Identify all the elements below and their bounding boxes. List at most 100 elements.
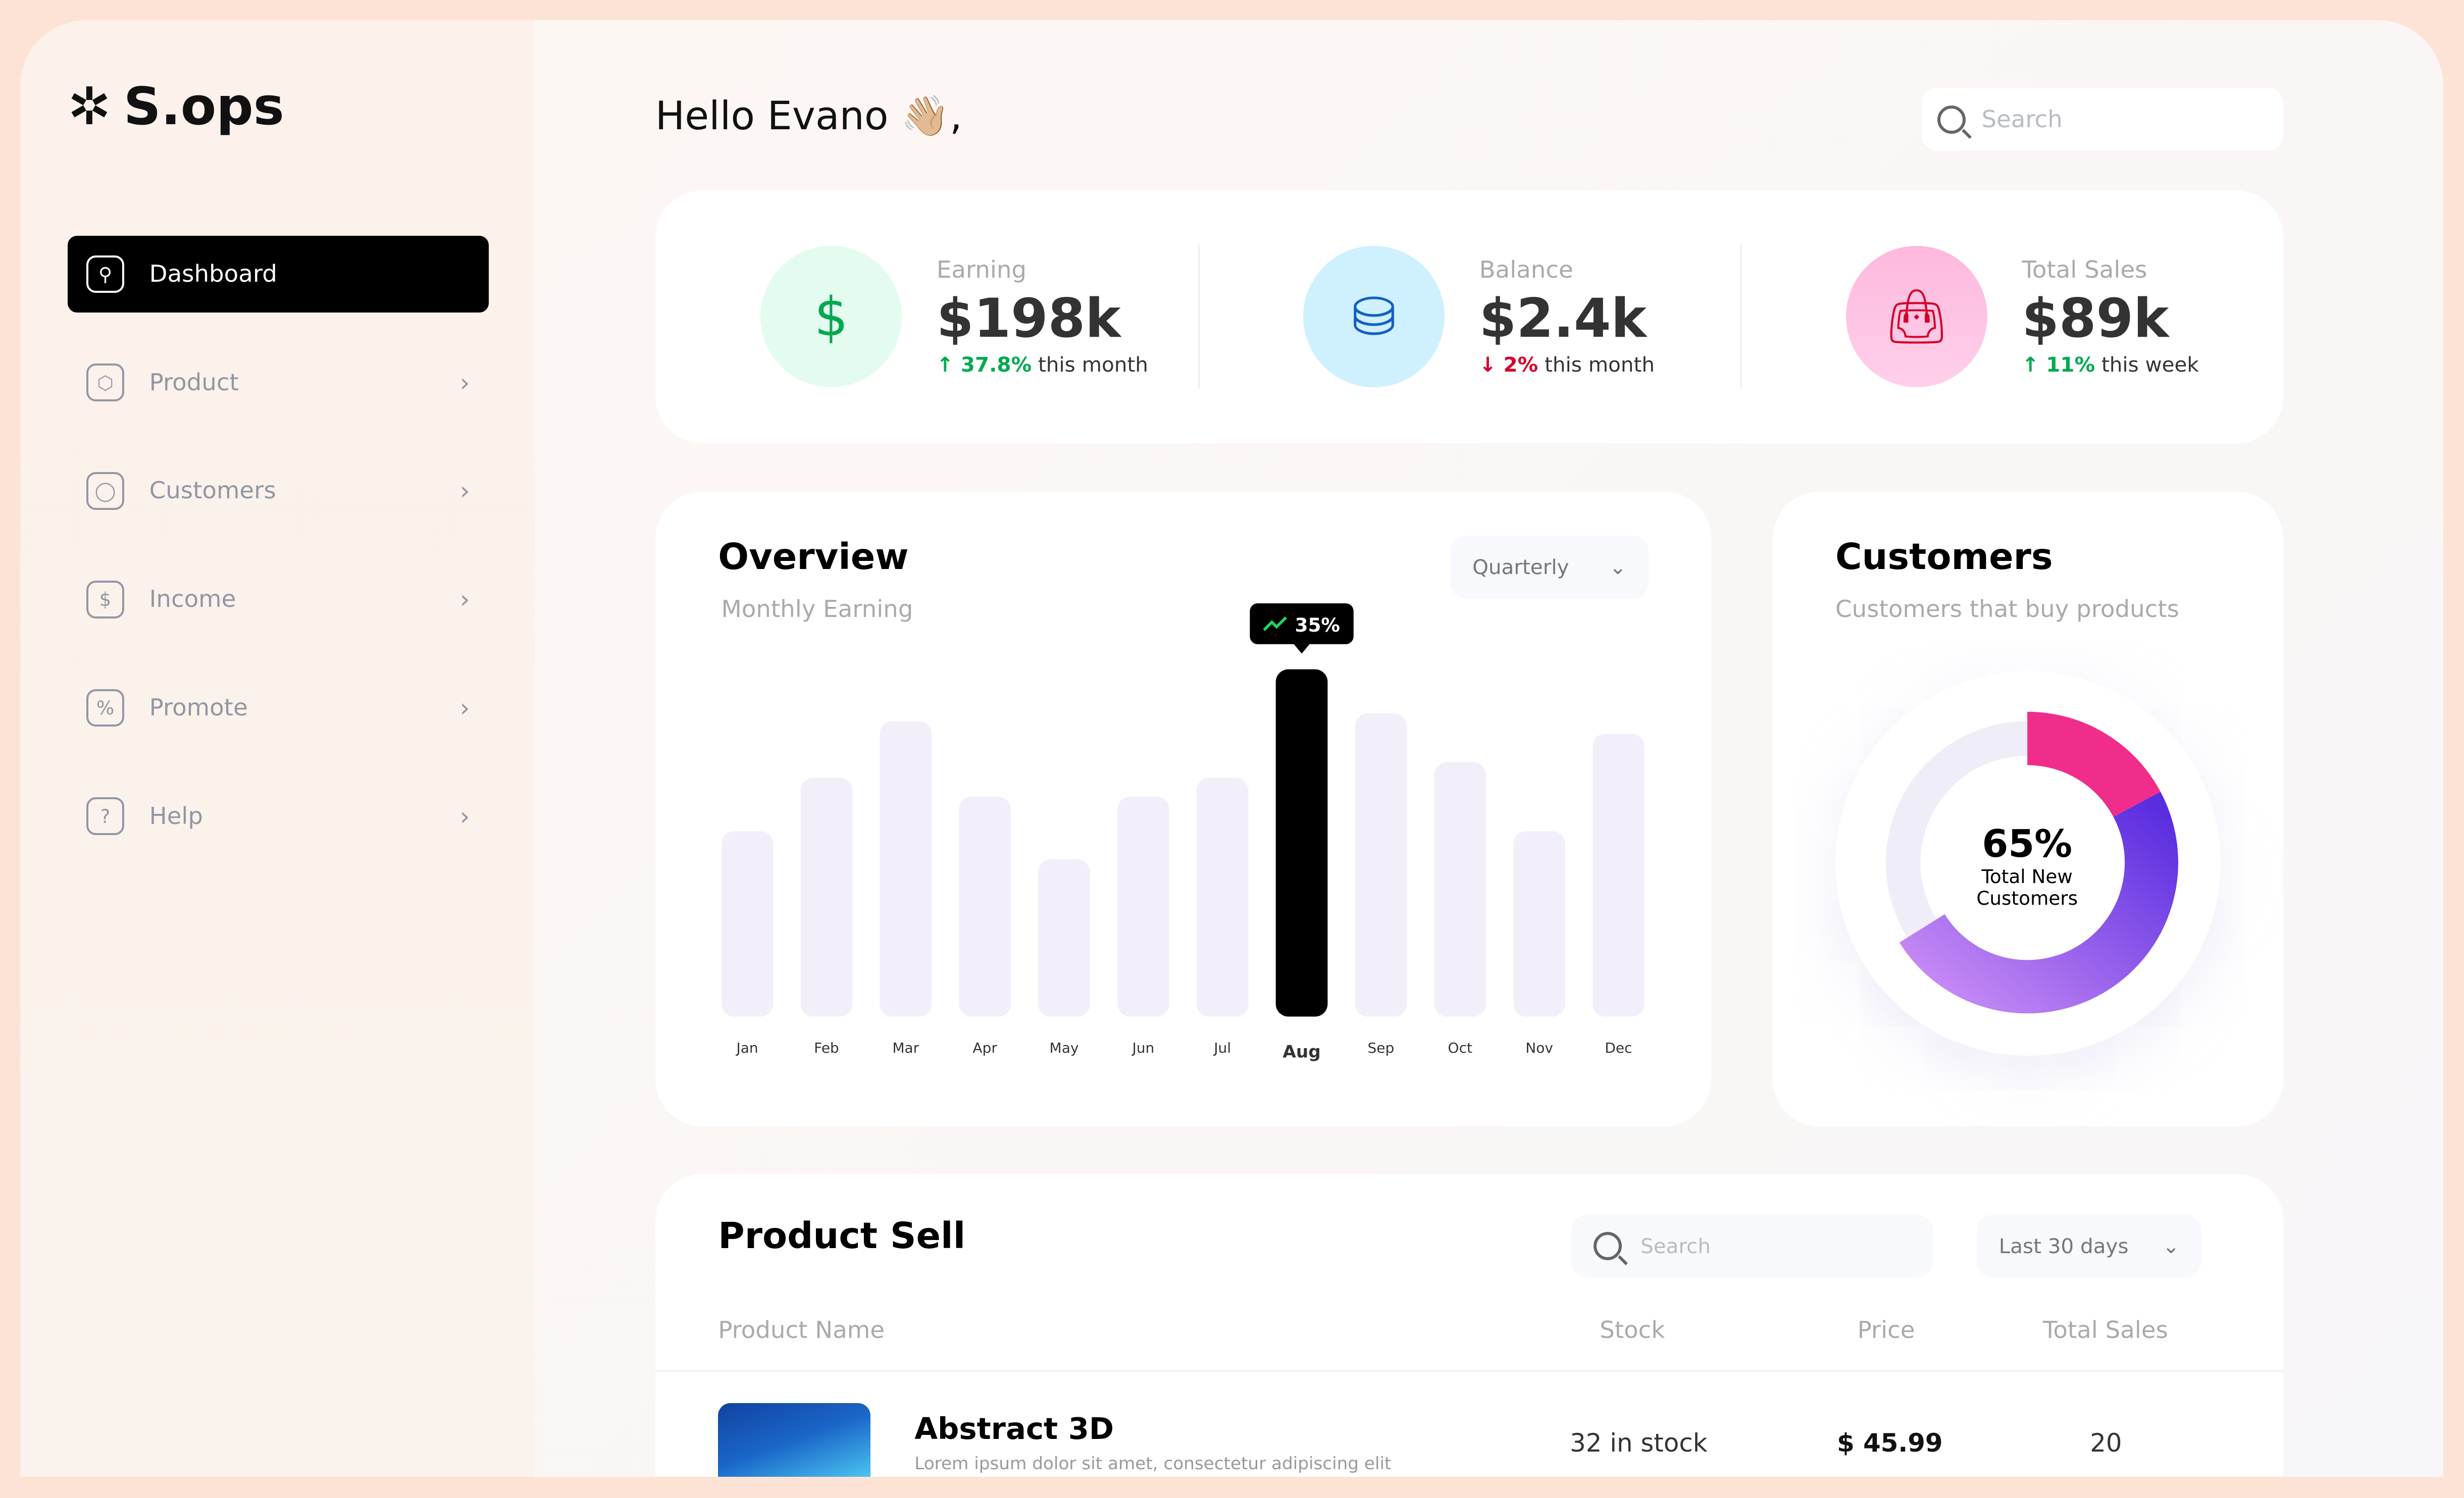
sidebar-item-dashboard[interactable]: ⚲ Dashboard <box>67 235 489 313</box>
sidebar-item-customers[interactable]: ◯ Customers › <box>68 452 489 529</box>
greeting: Hello Evano 👋🏼, <box>655 93 962 139</box>
range-dropdown[interactable]: Last 30 days ⌄ <box>1977 1214 2202 1278</box>
stat-balance: ⛁ Balance $2.4k ↓ 2% this month <box>1198 244 1741 389</box>
column-header-sales[interactable]: Total Sales <box>2042 1317 2168 1344</box>
bar-aug[interactable] <box>1275 669 1328 1017</box>
chevron-right-icon: › <box>459 801 470 831</box>
customers-title: Customers <box>1835 536 2053 578</box>
stat-value: $89k <box>2022 287 2169 349</box>
product-price: $ 45.99 <box>1837 1428 1943 1458</box>
product-stock: 32 in stock <box>1570 1428 1708 1458</box>
x-tick-label: Mar <box>892 1040 919 1056</box>
bar-oct[interactable] <box>1434 762 1486 1017</box>
sidebar-item-product[interactable]: ⬡ Product › <box>68 344 489 421</box>
stats-card: $ Earning $198k ↑ 37.8% this month ⛁ Balan… <box>655 190 2283 443</box>
stat-value: $198k <box>936 287 1121 349</box>
sidebar-item-label: Dashboard <box>149 261 277 288</box>
product-sales: 20 <box>2090 1428 2122 1458</box>
product-name: Abstract 3D <box>914 1411 1114 1446</box>
bar-jan[interactable] <box>721 831 774 1017</box>
bar-tooltip: 35% <box>1250 603 1354 654</box>
stat-label: Earning <box>936 256 1027 284</box>
overview-card: Overview Monthly Earning Quarterly ⌄ Jan F… <box>655 492 1712 1127</box>
chevron-right-icon: › <box>459 368 470 397</box>
stat-change: 11% <box>2046 352 2095 377</box>
stat-earning: $ Earning $198k ↑ 37.8% this month <box>655 244 1198 389</box>
x-tick-label: Jul <box>1213 1040 1231 1056</box>
period-dropdown[interactable]: Quarterly ⌄ <box>1450 536 1649 599</box>
column-header-stock[interactable]: Stock <box>1600 1317 1665 1344</box>
x-tick-label: Jun <box>1131 1040 1154 1056</box>
dollar-icon: $ <box>760 246 902 388</box>
x-tick-label: Apr <box>972 1040 997 1056</box>
app-window: ✲ S.ops ⚲ Dashboard ⬡ Product › ◯ Customers › … <box>20 20 2444 1477</box>
sidebar-item-label: Customers <box>149 477 276 505</box>
trend-up-icon <box>1263 616 1287 631</box>
product-thumbnail <box>718 1403 871 1477</box>
app-name: S.ops <box>123 77 284 137</box>
bar-apr[interactable] <box>959 796 1011 1017</box>
sidebar-item-promote[interactable]: % Promote › <box>68 669 489 746</box>
bar-dec[interactable] <box>1592 734 1645 1017</box>
key-icon: ⚲ <box>86 255 124 293</box>
chevron-down-icon: ⌄ <box>1609 555 1627 580</box>
stat-period: this month <box>1545 352 1655 377</box>
bar-jul[interactable] <box>1196 778 1249 1017</box>
search-input[interactable]: Search <box>1922 88 2284 151</box>
wallet-icon: ⛁ <box>1303 246 1445 388</box>
period-value: Quarterly <box>1472 555 1569 580</box>
product-sell-card: Product Sell Search Last 30 days ⌄ Produc… <box>655 1173 2283 1477</box>
arrow-down-icon: ↓ <box>1479 352 1504 377</box>
logo: ✲ S.ops <box>68 77 284 137</box>
asterisk-logo-icon: ✲ <box>67 77 111 137</box>
chevron-right-icon: › <box>459 476 470 506</box>
coins-icon: $ <box>86 580 124 618</box>
user-icon: ◯ <box>86 472 124 510</box>
product-sell-title: Product Sell <box>718 1214 966 1257</box>
stat-value: $2.4k <box>1479 287 1647 349</box>
donut-segment-purple <box>1899 792 2178 1014</box>
arrow-up-icon: ↑ <box>936 352 961 377</box>
badge-percent-icon: % <box>86 689 124 727</box>
stat-change: 2% <box>1503 352 1538 377</box>
x-tick-label: Dec <box>1605 1040 1632 1056</box>
bag-icon: 👜︎ <box>1845 246 1987 388</box>
divider <box>655 1370 2283 1372</box>
chevron-down-icon: ⌄ <box>2162 1233 2180 1258</box>
bar-sep[interactable] <box>1355 713 1407 1017</box>
bar-mar[interactable] <box>880 721 932 1017</box>
product-search-input[interactable]: Search <box>1571 1214 1933 1278</box>
x-tick-label: Aug <box>1282 1042 1320 1062</box>
sidebar: ✲ S.ops ⚲ Dashboard ⬡ Product › ◯ Customers › … <box>20 20 535 1477</box>
column-header-product[interactable]: Product Name <box>718 1317 885 1344</box>
tooltip-value: 35% <box>1295 614 1340 636</box>
x-tick-label: Oct <box>1448 1040 1472 1056</box>
bar-feb[interactable] <box>800 778 853 1017</box>
customers-subtitle: Customers that buy products <box>1835 595 2179 623</box>
customers-card: Customers Customers that buy products 65… <box>1772 492 2283 1127</box>
bar-nov[interactable] <box>1513 831 1565 1017</box>
chevron-right-icon: › <box>459 585 470 614</box>
product-desc: Lorem ipsum dolor sit amet, consectetur … <box>914 1453 1392 1474</box>
bar-chart: Jan Feb Mar Apr May Jun Jul Aug 35% Sep Oct Nov Dec <box>721 603 1645 1062</box>
stat-label: Balance <box>1479 256 1573 284</box>
stat-label: Total Sales <box>2022 256 2147 284</box>
cube-icon: ⬡ <box>86 364 124 402</box>
search-icon <box>1937 105 1966 134</box>
column-header-price[interactable]: Price <box>1857 1317 1915 1344</box>
donut-chart <box>1885 711 2178 1014</box>
sidebar-item-help[interactable]: ? Help › <box>68 778 489 854</box>
x-tick-label: May <box>1049 1040 1079 1056</box>
arrow-up-icon: ↑ <box>2022 352 2046 377</box>
donut-segment-pink <box>2026 711 2161 817</box>
sidebar-item-label: Help <box>149 802 203 830</box>
range-value: Last 30 days <box>1998 1233 2129 1258</box>
stat-total-sales: 👜︎ Total Sales $89k ↑ 11% this week <box>1740 244 2283 389</box>
help-icon: ? <box>86 797 124 835</box>
overview-title: Overview <box>718 536 909 578</box>
bar-may[interactable] <box>1038 859 1090 1017</box>
sidebar-item-income[interactable]: $ Income › <box>68 561 489 638</box>
sidebar-item-label: Promote <box>149 694 248 721</box>
donut-center: 65% Total New Customers <box>1933 822 2121 910</box>
bar-jun[interactable] <box>1117 796 1169 1017</box>
